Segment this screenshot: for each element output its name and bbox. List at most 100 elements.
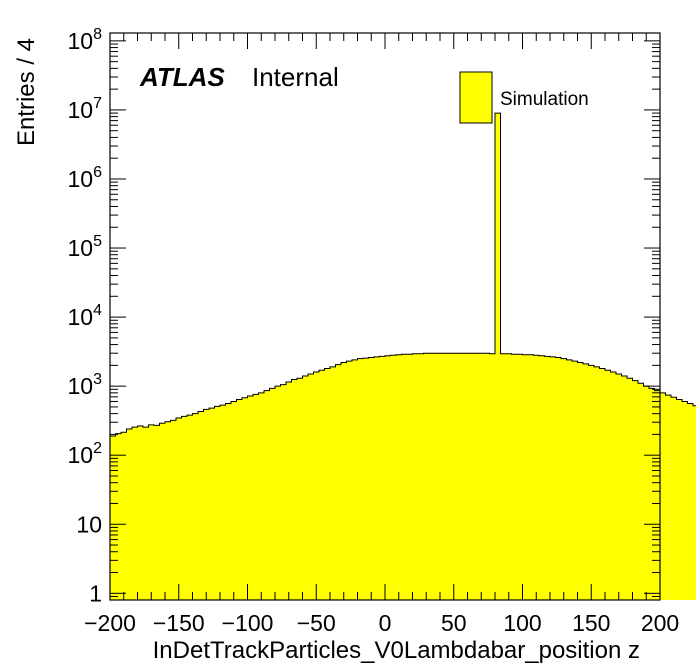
histogram-bin — [539, 355, 546, 600]
histogram-bin — [544, 356, 551, 600]
histogram-bin — [555, 357, 562, 600]
histogram-bin — [297, 378, 304, 600]
histogram-bin — [214, 406, 221, 600]
y-tick-label-base: 10 — [68, 304, 94, 330]
histogram-bin — [495, 113, 502, 601]
histogram-bin — [379, 356, 386, 600]
histogram-bin — [676, 399, 683, 600]
y-tick-label-exponent: 5 — [93, 233, 102, 250]
histogram-bin — [401, 354, 408, 600]
histogram-bin — [412, 353, 419, 600]
y-tick-label-exponent: 6 — [93, 164, 102, 181]
histogram-bin — [473, 353, 480, 600]
histogram-bin — [220, 405, 227, 600]
histogram-bin — [170, 420, 177, 600]
y-tick-label-base: 10 — [68, 97, 94, 123]
y-tick-label-exponent: 2 — [93, 440, 102, 457]
histogram-bin — [187, 415, 194, 600]
y-tick-label: 105 — [68, 233, 103, 261]
histogram-bin — [286, 381, 293, 600]
x-tick-label: −100 — [222, 610, 274, 636]
atlas-label: ATLAS — [139, 62, 225, 92]
histogram-bin — [423, 353, 430, 600]
legend-label: Simulation — [500, 89, 589, 110]
histogram-bars — [110, 112, 696, 601]
x-tick-label: 50 — [441, 610, 467, 636]
histogram-bin — [225, 403, 232, 600]
histogram-bin — [352, 359, 359, 600]
histogram-bin — [330, 366, 337, 600]
histogram-bin — [280, 384, 287, 600]
histogram-bin — [467, 353, 474, 600]
legend-swatch — [459, 71, 493, 124]
histogram-bin — [143, 427, 150, 600]
histogram-bin — [583, 363, 590, 600]
histogram-bin — [528, 354, 535, 600]
y-tick-label: 103 — [68, 371, 103, 399]
histogram-bin — [368, 357, 375, 600]
x-tick-label: 200 — [641, 610, 679, 636]
y-tick-label-base: 10 — [68, 442, 94, 468]
histogram-bin — [577, 362, 584, 600]
x-tick-label: −150 — [153, 610, 205, 636]
histogram-bin — [407, 354, 414, 600]
x-tick-label: −50 — [297, 610, 336, 636]
y-tick-label-base: 10 — [68, 373, 94, 399]
histogram-bin — [484, 353, 491, 600]
histogram-bin — [451, 353, 458, 600]
y-tick-label: 108 — [68, 26, 103, 54]
histogram-bin — [605, 370, 612, 600]
histogram-bin — [572, 361, 579, 600]
histogram-bin — [335, 364, 342, 600]
y-tick-label-exponent: 8 — [93, 26, 102, 43]
histogram-bin — [643, 386, 650, 600]
y-tick-label-base: 10 — [68, 28, 94, 54]
y-tick-label: 102 — [68, 440, 103, 468]
histogram-bin — [632, 380, 639, 600]
histogram-bin — [176, 418, 183, 600]
histogram-bin — [154, 425, 161, 600]
y-tick-label-exponent: 7 — [93, 95, 102, 112]
histogram-bin — [462, 353, 469, 600]
histogram-bin — [418, 353, 425, 600]
histogram-bin — [324, 368, 331, 600]
y-tick-label: 107 — [68, 95, 103, 123]
histogram-bin — [649, 388, 656, 600]
histogram-bin — [209, 408, 216, 600]
histogram-bin — [253, 394, 260, 600]
histogram-bin — [319, 370, 326, 600]
histogram-bin — [478, 353, 485, 600]
histogram-bin — [258, 392, 265, 600]
y-tick-label-exponent: 3 — [93, 371, 102, 388]
histogram-bin — [137, 425, 144, 600]
y-axis-title: Entries / 4 — [13, 38, 40, 146]
histogram-bin — [396, 354, 403, 600]
histogram-bin — [247, 395, 254, 600]
legend: Simulation — [459, 71, 589, 124]
histogram-bin — [687, 403, 694, 600]
histogram-bin — [231, 401, 238, 600]
histogram-bin — [522, 354, 529, 600]
x-tick-label: 150 — [572, 610, 610, 636]
histogram-bin — [660, 392, 667, 600]
histogram-bin — [440, 353, 447, 600]
histogram-bin — [132, 427, 139, 600]
histogram-bin — [269, 388, 276, 600]
histogram-bin — [291, 379, 298, 600]
histogram-bin — [203, 409, 210, 600]
y-tick-label-exponent: 4 — [93, 302, 102, 319]
y-tick-label: 10 — [76, 511, 102, 537]
histogram-bin — [242, 397, 249, 600]
histogram-bin — [181, 416, 188, 600]
status-label: Internal — [252, 62, 339, 92]
x-tick-label: −200 — [84, 610, 136, 636]
histogram-bin — [110, 435, 117, 600]
histogram-outline — [110, 112, 696, 437]
y-tick-label: 106 — [68, 164, 103, 192]
histogram-bin — [159, 423, 166, 600]
histogram-bin — [363, 358, 370, 600]
histogram-bin — [275, 386, 282, 600]
y-tick-label-base: 10 — [68, 166, 94, 192]
